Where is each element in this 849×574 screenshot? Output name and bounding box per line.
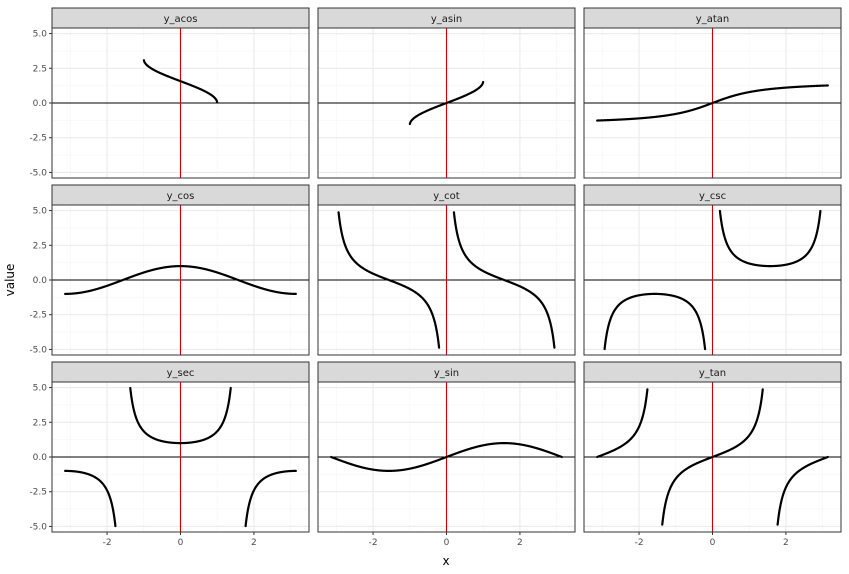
y-tick-label: 5.0: [33, 207, 48, 217]
x-tick-label: -2: [635, 538, 644, 548]
y-axis-title: value: [3, 264, 17, 297]
y-tick-label: 2.5: [33, 64, 47, 74]
facet-strip-label: y_csc: [699, 191, 726, 202]
x-tick-label: -2: [369, 538, 378, 548]
series-curve-cos: [64, 265, 297, 295]
facet-strip-label: y_tan: [699, 368, 726, 379]
series-curve-sec: [129, 386, 232, 445]
x-tick-label: 2: [251, 538, 257, 548]
series-curve-cot: [337, 211, 441, 349]
facet-panel-cot: y_cot: [317, 184, 576, 356]
y-tick-label: -5.0: [29, 168, 47, 178]
y-tick-label: -5.0: [29, 345, 47, 355]
series-curve-sec: [64, 469, 117, 528]
facet-panels: y_acos 5.0 2.5 0.0 -2.5 -5.0 y_asin y_atan y_cos…: [29, 7, 842, 548]
facet-panel-cos: y_cos 5.0 2.5 0.0 -2.5 -5.0: [29, 184, 310, 356]
series-curve-acos: [142, 59, 219, 104]
facet-panel-sec: y_sec 5.0 2.5 0.0 -2.5 -5.0 -2 0 2: [29, 361, 310, 548]
series-curve-tan: [776, 455, 829, 526]
y-tick-label: 0.0: [33, 453, 48, 463]
series-curve-sec: [244, 469, 297, 528]
y-tick-label: 2.5: [33, 241, 47, 251]
series-curve-csc: [718, 209, 822, 268]
series-curve-cot: [452, 211, 556, 349]
series-curve-asin: [408, 80, 485, 126]
panel-border: [317, 27, 576, 179]
x-tick-label: 0: [710, 538, 716, 548]
y-tick-label: 0.0: [33, 276, 48, 286]
x-axis-title: x: [442, 554, 449, 568]
facet-strip-label: y_cot: [433, 191, 460, 202]
facet-strip-label: y_atan: [696, 14, 729, 25]
y-tick-label: -5.0: [29, 522, 47, 532]
y-tick-label: 0.0: [33, 99, 48, 109]
y-tick-label: -2.5: [29, 488, 47, 498]
series-curve-sin: [330, 442, 563, 472]
facet-strip-label: y_acos: [164, 14, 198, 25]
facet-panel-sin: y_sin -2 0 2: [317, 361, 576, 548]
series-curve-atan: [596, 84, 829, 122]
series-curve-csc: [603, 292, 707, 351]
facet-panel-csc: y_csc: [583, 184, 842, 356]
x-tick-label: 2: [783, 538, 789, 548]
facet-strip-label: y_cos: [167, 191, 195, 202]
y-tick-label: 2.5: [33, 418, 47, 428]
x-tick-label: 0: [178, 538, 184, 548]
y-tick-label: 5.0: [33, 384, 48, 394]
panel-border: [317, 204, 576, 356]
panel-border: [583, 204, 842, 356]
x-tick-label: 2: [517, 538, 523, 548]
facet-panel-acos: y_acos 5.0 2.5 0.0 -2.5 -5.0: [29, 7, 310, 179]
x-tick-label: -2: [103, 538, 112, 548]
facet-strip-label: y_sec: [167, 368, 195, 379]
y-tick-label: 5.0: [33, 30, 48, 40]
facet-strip-label: y_sin: [434, 368, 459, 379]
series-curve-tan: [596, 388, 649, 459]
facet-panel-atan: y_atan: [583, 7, 842, 179]
x-tick-label: 0: [444, 538, 450, 548]
y-tick-label: -2.5: [29, 134, 47, 144]
facet-panel-asin: y_asin: [317, 7, 576, 179]
y-tick-label: -2.5: [29, 311, 47, 321]
facet-strip-label: y_asin: [431, 14, 462, 25]
facet-panel-tan: y_tan -2 0 2: [583, 361, 842, 548]
series-curve-tan: [661, 388, 764, 526]
panel-border: [583, 27, 842, 179]
